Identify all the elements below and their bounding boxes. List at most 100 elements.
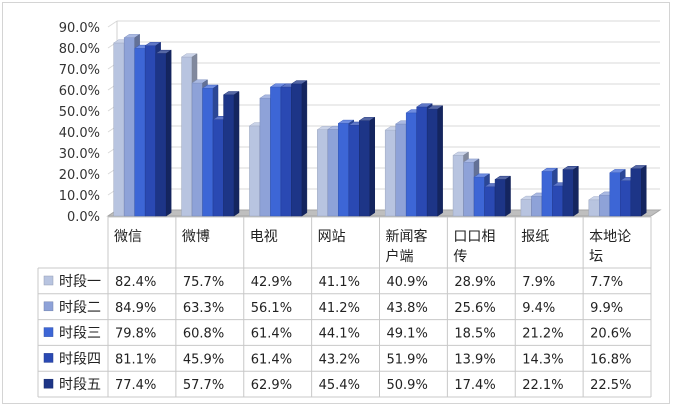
- data-table-cell: 25.6%: [454, 301, 495, 316]
- data-table-cell: 75.7%: [183, 275, 224, 290]
- bar: [223, 94, 235, 217]
- data-table-cell: 56.1%: [251, 301, 292, 316]
- legend-key: [43, 378, 54, 389]
- bar: [384, 129, 396, 217]
- data-table-cell: 45.4%: [319, 378, 360, 393]
- data-table-cell: 49.1%: [387, 327, 428, 342]
- bar-side: [369, 116, 376, 217]
- bar: [588, 199, 600, 217]
- legend-label: 时段三: [59, 326, 101, 342]
- data-table-cell: 7.9%: [522, 275, 555, 290]
- bar: [620, 180, 632, 217]
- bar: [144, 45, 156, 217]
- legend-key: [43, 327, 54, 337]
- data-table-cell: 9.4%: [522, 301, 555, 316]
- y-tick-label: 10.0%: [59, 189, 100, 204]
- bar: [416, 106, 428, 217]
- bar: [609, 172, 621, 217]
- category-label: 网站: [318, 229, 346, 245]
- bar: [494, 179, 506, 217]
- data-table-cell: 20.6%: [590, 327, 631, 342]
- data-table-cell: 44.1%: [319, 327, 360, 342]
- bar: [405, 112, 417, 217]
- y-tick-label: 80.0%: [59, 42, 100, 57]
- bar: [452, 155, 464, 217]
- bar: [359, 120, 371, 217]
- data-table-cell: 40.9%: [387, 275, 428, 290]
- bar: [280, 86, 292, 217]
- bar-chart: 0.0% 10.0% 20.0% 30.0% 40.0% 50.0% 60.0% 70.0% 8…: [37, 20, 662, 398]
- bar: [338, 123, 350, 217]
- category-label: 微信: [114, 229, 142, 245]
- bar-side: [233, 91, 240, 217]
- data-table-cell: 57.7%: [183, 378, 224, 393]
- legend-key: [43, 301, 54, 312]
- bar: [426, 108, 438, 217]
- bar-side: [165, 49, 172, 217]
- data-table-cell: 17.4%: [454, 378, 495, 393]
- bar: [317, 129, 329, 217]
- data-table-cell: 41.2%: [319, 301, 360, 316]
- category-label: 微博: [182, 228, 210, 245]
- y-tick-label: 0.0%: [67, 210, 100, 225]
- data-table-cell: 77.4%: [115, 378, 156, 393]
- data-table-cell: 42.9%: [251, 275, 292, 290]
- bar: [155, 53, 167, 217]
- bar-side: [573, 165, 579, 217]
- data-table-cell: 16.8%: [590, 352, 631, 367]
- y-tick-label: 70.0%: [59, 63, 100, 78]
- bar: [113, 42, 125, 217]
- data-table-cell: 51.9%: [387, 352, 428, 367]
- data-table-cell: 50.9%: [387, 378, 428, 393]
- y-tick-label: 50.0%: [59, 105, 100, 120]
- y-tick-label: 30.0%: [59, 147, 100, 162]
- data-table-cell: 43.8%: [387, 301, 428, 316]
- data-table-cell: 21.2%: [522, 327, 563, 342]
- legend-key: [43, 275, 54, 286]
- legend-label: 时段五: [59, 377, 101, 393]
- bar: [181, 56, 193, 217]
- bar: [259, 97, 271, 217]
- bar: [552, 185, 564, 217]
- data-table-cell: 41.1%: [319, 275, 360, 290]
- legend-label: 时段一: [59, 274, 101, 290]
- bar: [473, 176, 485, 217]
- gridline-side: [107, 20, 118, 28]
- bar: [249, 125, 261, 217]
- bar: [541, 171, 553, 217]
- bar: [134, 48, 146, 217]
- data-table-cell: 43.2%: [319, 352, 360, 367]
- chart-frame: 0.0% 10.0% 20.0% 30.0% 40.0% 50.0% 60.0% 70.0% 8…: [2, 2, 670, 404]
- category-label: 本地论: [589, 229, 631, 245]
- data-table-cell: 84.9%: [115, 301, 156, 316]
- data-table-cell: 81.1%: [115, 352, 156, 367]
- category-label: 户端: [386, 248, 414, 265]
- data-table-cell: 18.5%: [454, 327, 495, 342]
- data-table-cell: 22.1%: [522, 378, 563, 393]
- data-table-cell: 79.8%: [115, 327, 156, 342]
- bar: [270, 86, 282, 217]
- bar-side: [301, 80, 308, 217]
- bar: [202, 88, 214, 217]
- category-label: 坛: [589, 249, 603, 265]
- category-label: 新闻客: [386, 228, 428, 245]
- bar: [531, 196, 543, 217]
- category-label: 电视: [250, 229, 278, 245]
- data-table-cell: 63.3%: [183, 301, 224, 316]
- bar: [291, 83, 303, 217]
- data-table-cell: 28.9%: [454, 275, 495, 290]
- data-table-cell: 61.4%: [251, 352, 292, 367]
- bar: [191, 82, 203, 217]
- bar: [327, 129, 339, 217]
- bar: [599, 194, 611, 217]
- data-table-cell: 22.5%: [590, 378, 631, 393]
- data-table-cell: 62.9%: [251, 378, 292, 393]
- data-table-cell: 14.3%: [522, 352, 563, 367]
- bar: [348, 125, 360, 217]
- data-table-cell: 60.8%: [183, 327, 224, 342]
- bar: [484, 186, 496, 217]
- bar: [630, 168, 642, 217]
- category-label: 传: [453, 249, 467, 265]
- legend-label: 时段二: [59, 300, 101, 316]
- data-table-cell: 61.4%: [251, 327, 292, 342]
